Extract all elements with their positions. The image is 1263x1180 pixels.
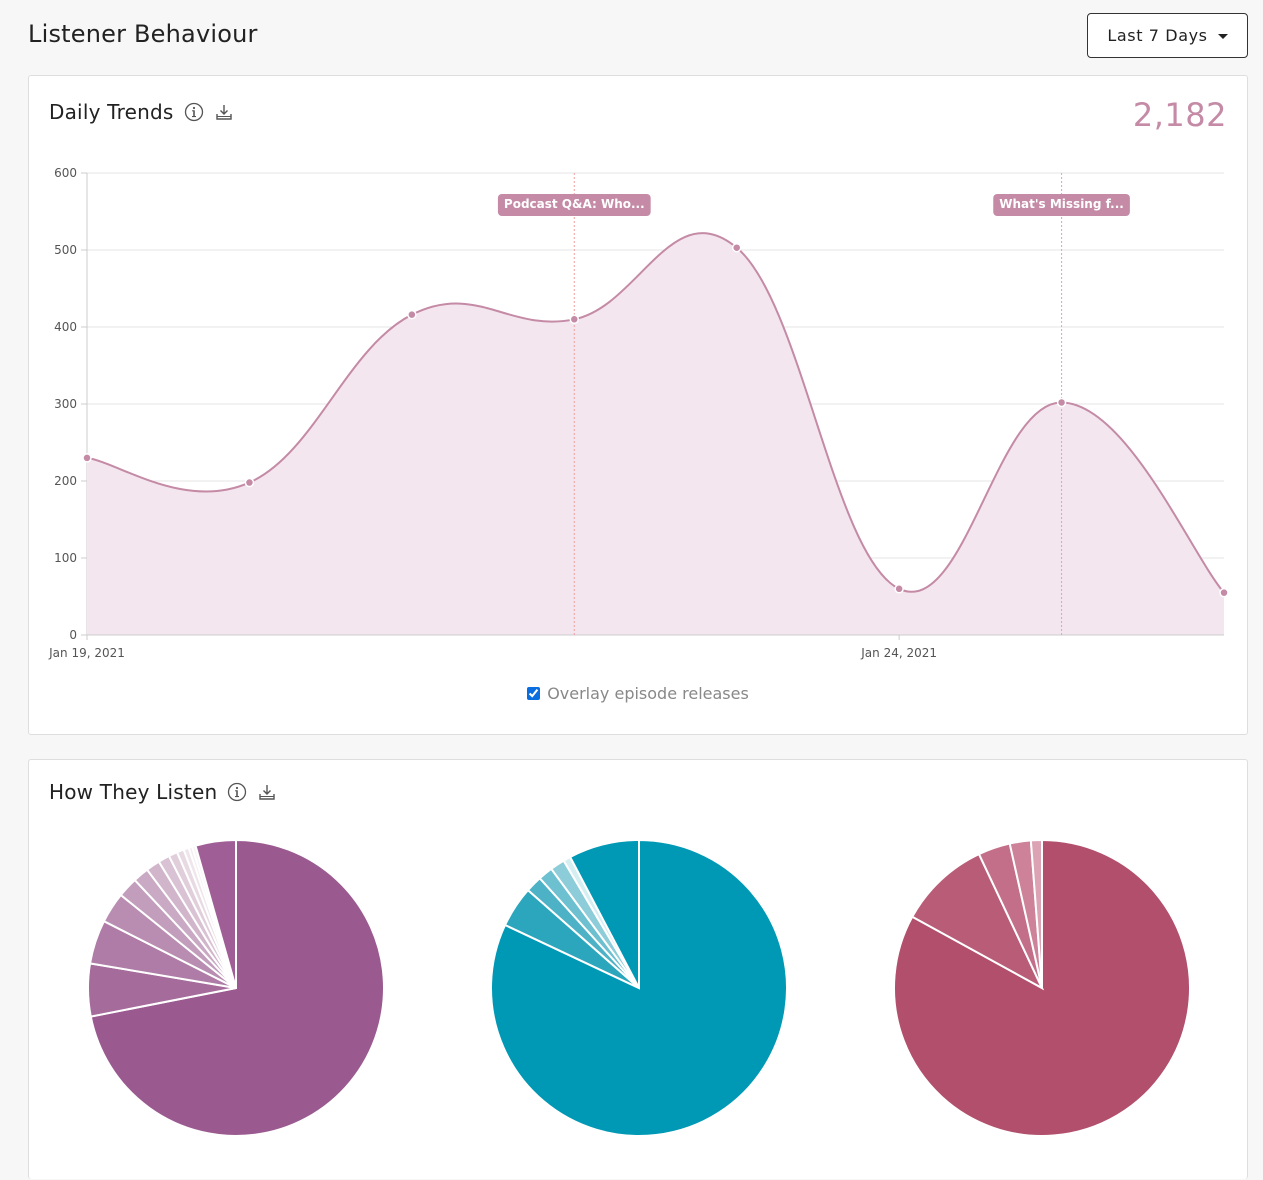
y-tick-label: 400 bbox=[54, 320, 77, 334]
total-listens-value: 2,182 bbox=[1132, 96, 1227, 134]
data-point[interactable] bbox=[894, 584, 904, 594]
data-point[interactable] bbox=[82, 453, 92, 463]
episode-release-label[interactable]: Podcast Q&A: Who... bbox=[497, 194, 651, 216]
y-tick-label: 200 bbox=[54, 474, 77, 488]
pie-slice[interactable] bbox=[1029, 838, 1043, 989]
series-line bbox=[86, 232, 1225, 594]
overlay-episode-toggle[interactable]: Overlay episode releases bbox=[29, 684, 1247, 703]
how-they-listen-card: How They Listen bbox=[28, 759, 1248, 1179]
episode-release-label-text: Podcast Q&A: Who... bbox=[504, 197, 645, 211]
data-point[interactable] bbox=[407, 309, 417, 320]
episode-release-label-bg bbox=[993, 194, 1130, 216]
data-point[interactable] bbox=[569, 314, 580, 325]
download-icon[interactable] bbox=[214, 102, 234, 122]
date-range-label: Last 7 Days bbox=[1107, 26, 1208, 45]
how-they-listen-charts bbox=[87, 838, 1191, 1137]
pie-chart-3 bbox=[893, 838, 1191, 1137]
data-point[interactable] bbox=[244, 477, 255, 488]
pie-slice[interactable] bbox=[910, 852, 1045, 991]
data-point[interactable] bbox=[1219, 587, 1229, 598]
download-icon[interactable] bbox=[257, 782, 277, 802]
daily-trends-chart: 0 100 200 300 400 500 600 Jan 19, 2021 Jan 24, 2… bbox=[48, 166, 1229, 660]
pie-chart-1 bbox=[87, 838, 385, 1137]
y-tick-label: 500 bbox=[54, 243, 77, 257]
daily-trends-title: Daily Trends bbox=[49, 100, 174, 124]
x-tick-label: Jan 19, 2021 bbox=[48, 646, 125, 660]
daily-trends-card: 0 100 200 300 400 500 600 Jan 19, 2021 Jan 24, 2… bbox=[28, 75, 1248, 735]
how-they-listen-title: How They Listen bbox=[49, 780, 218, 804]
y-tick-label: 0 bbox=[69, 628, 77, 642]
data-point[interactable] bbox=[1056, 397, 1067, 408]
overlay-episode-label: Overlay episode releases bbox=[547, 684, 749, 703]
how-they-listen-header: How They Listen bbox=[49, 780, 277, 804]
y-tick-label: 100 bbox=[54, 551, 77, 565]
episode-release-label[interactable]: What's Missing f... bbox=[993, 194, 1130, 216]
data-point[interactable] bbox=[731, 242, 742, 253]
y-tick-label: 300 bbox=[54, 397, 77, 411]
daily-trends-header: Daily Trends bbox=[49, 100, 234, 124]
y-tick-label: 600 bbox=[54, 166, 77, 180]
overlay-episode-checkbox[interactable] bbox=[527, 687, 541, 700]
pie-slice[interactable] bbox=[568, 838, 640, 989]
chevron-down-icon bbox=[1217, 33, 1228, 39]
area-fill bbox=[87, 233, 1224, 635]
date-range-dropdown[interactable]: Last 7 Days bbox=[1087, 13, 1248, 58]
info-icon[interactable] bbox=[227, 782, 247, 802]
pie-chart-2 bbox=[490, 838, 788, 1137]
episode-release-label-text: What's Missing f... bbox=[999, 197, 1124, 211]
pie-slice[interactable] bbox=[194, 838, 237, 989]
episode-release-label-bg bbox=[497, 194, 651, 216]
pie-slice[interactable] bbox=[89, 838, 385, 1137]
page-title: Listener Behaviour bbox=[28, 20, 258, 48]
x-tick-label: Jan 24, 2021 bbox=[860, 646, 937, 660]
info-icon[interactable] bbox=[184, 102, 204, 122]
